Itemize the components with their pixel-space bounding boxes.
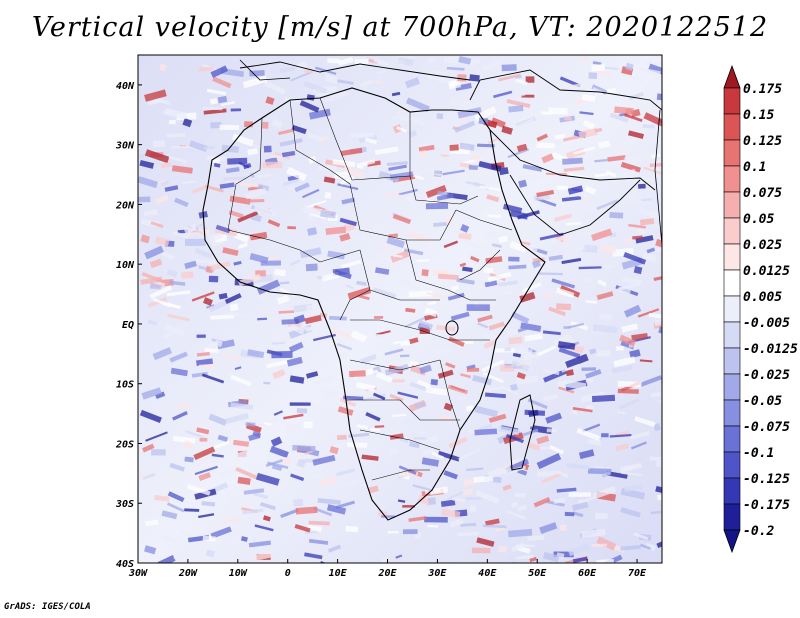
colorbar-label: -0.0125 [743, 342, 798, 357]
colorbar-segment [723, 321, 741, 349]
colorbar-top-arrow [723, 64, 741, 89]
colorbar-segment [723, 217, 741, 245]
colorbar-bottom-arrow [723, 529, 741, 554]
colorbar-label: -0.05 [743, 394, 782, 409]
x-tick-label: 20W [178, 568, 198, 579]
colorbar-label: -0.125 [743, 472, 790, 487]
africa-coastline [202, 59, 662, 521]
colorbar-label: -0.025 [743, 368, 790, 383]
colorbar-label: 0.15 [743, 108, 774, 123]
colorbar-label: 0.125 [743, 134, 782, 149]
x-tick-label: 10E [329, 568, 348, 579]
colorbar-label: 0.1 [743, 160, 766, 175]
colorbar-segment [723, 113, 741, 141]
plot-frame [137, 54, 663, 564]
colorbar-label: -0.175 [743, 498, 790, 513]
x-tick-label: 50E [528, 568, 547, 579]
colorbar-segment [723, 477, 741, 505]
y-tick-label: 40N [116, 81, 135, 92]
colorbar-segment [723, 347, 741, 375]
x-tick-label: 60E [578, 568, 597, 579]
colorbar-segment [723, 87, 741, 115]
x-tick-label: 10W [229, 568, 248, 579]
x-tick-label: 40E [478, 568, 497, 579]
map-title: Vertical velocity [m/s] at 700hPa, VT: 2… [31, 12, 769, 43]
country-borders [227, 97, 513, 481]
colorbar-label: -0.005 [743, 316, 790, 331]
colorbar-label: 0.075 [743, 186, 782, 201]
y-tick-label: 30N [115, 141, 135, 152]
velocity-field [138, 55, 662, 563]
colorbar-segment [723, 373, 741, 401]
y-axis: 40N 30N 20N 10N EQ 10S 20S 30S 40S [115, 81, 142, 570]
x-axis: 30W 20W 10W 0 10E 20E 30E 40E 50E 60E 70E [128, 559, 647, 579]
colorbar-segment [723, 399, 741, 427]
lake-victoria [445, 320, 459, 336]
y-tick-label: 10S [116, 380, 134, 391]
colorbar-segment [723, 165, 741, 193]
colorbar-label: 0.05 [743, 212, 774, 227]
x-tick-label: 30W [128, 568, 148, 579]
y-tick-label: 20S [115, 439, 134, 450]
colorbar-segment [723, 243, 741, 271]
x-tick-label: 0 [285, 568, 291, 579]
colorbar-label: -0.1 [743, 446, 774, 461]
y-tick-label: 10N [116, 260, 135, 271]
colorbar: 0.175 0.15 0.125 0.1 0.075 0.05 0.025 0.0125 0.0… [723, 64, 798, 554]
y-tick-label: 30S [115, 499, 134, 510]
x-tick-label: 30E [427, 568, 447, 579]
y-tick-label: EQ [122, 320, 134, 331]
colorbar-label: 0.025 [743, 238, 782, 253]
colorbar-segment [723, 425, 741, 453]
colorbar-segment [723, 451, 741, 479]
y-tick-label: 40S [116, 559, 134, 570]
colorbar-segment [723, 191, 741, 219]
colorbar-label: -0.2 [743, 524, 774, 539]
colorbar-segment [723, 295, 741, 323]
colorbar-segment [723, 269, 741, 297]
credit-text: GrADS: IGES/COLA [4, 602, 91, 612]
colorbar-label: -0.075 [743, 420, 790, 435]
colorbar-label: 0.0125 [743, 264, 790, 279]
colorbar-label: 0.005 [743, 290, 782, 305]
colorbar-segment [723, 139, 741, 167]
y-tick-label: 20N [115, 200, 135, 211]
x-tick-label: 70E [628, 568, 647, 579]
colorbar-segment [723, 503, 741, 531]
x-tick-label: 20E [377, 568, 397, 579]
colorbar-label: 0.175 [743, 82, 782, 97]
